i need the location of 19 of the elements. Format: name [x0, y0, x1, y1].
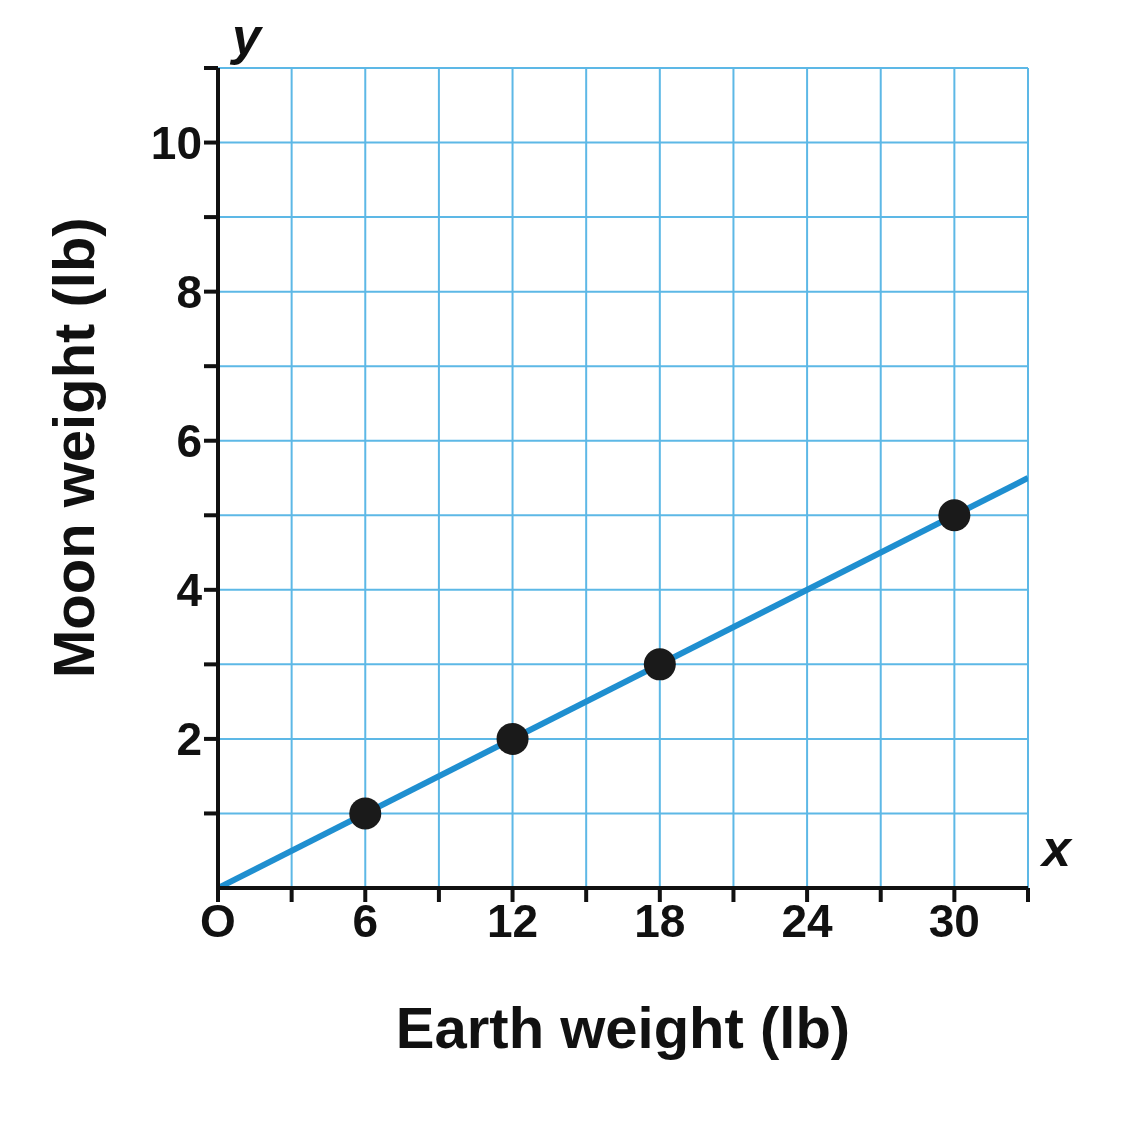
x-tick-label: 18: [634, 894, 686, 947]
y-tick-label: 10: [150, 116, 202, 169]
point: [643, 648, 676, 681]
y-tick-label: 4: [176, 564, 203, 617]
point: [938, 499, 971, 532]
y-axis-title: Moon weight (lb): [40, 217, 106, 678]
x-axis-title: Earth weight (lb): [395, 995, 851, 1060]
text: y: [232, 6, 261, 66]
point: [349, 797, 382, 830]
x-tick-label: 6: [352, 894, 379, 947]
x-tick-label: O: [200, 894, 236, 947]
x-tick-label: 30: [928, 894, 980, 947]
y-tick-label: 6: [176, 415, 202, 468]
y-tick-label: 2: [176, 713, 202, 766]
y-tick-label: 8: [176, 265, 202, 318]
x-tick-label: 24: [781, 894, 834, 947]
x-tick-label: 12: [486, 894, 539, 947]
point: [496, 722, 529, 755]
text: x: [1042, 818, 1071, 878]
